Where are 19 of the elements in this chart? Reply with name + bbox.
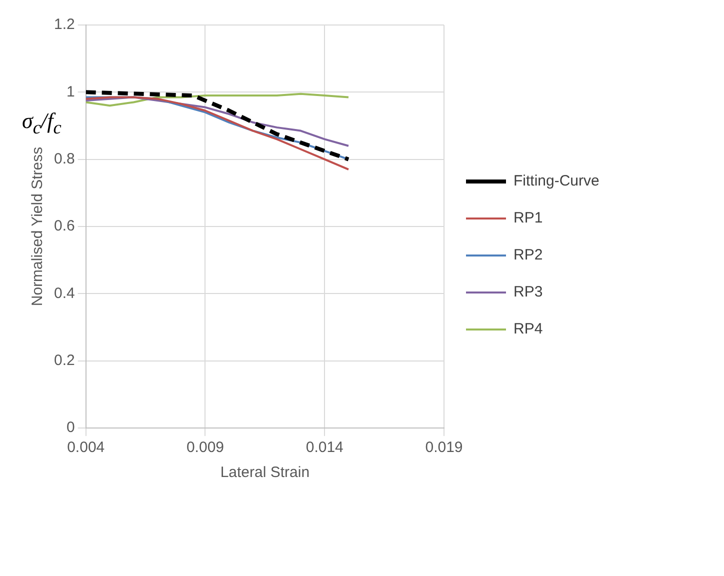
x-tick-label: 0.014 [306,439,344,456]
x-tick-label: 0.009 [186,439,224,456]
legend-label: RP1 [514,210,543,227]
legend-label: RP2 [514,246,543,264]
y-tick-label: 1.2 [54,16,75,34]
y-tick-label: 0.4 [54,284,75,302]
y-tick-label: 1 [66,83,75,100]
y-tick-label: 0.8 [54,150,75,168]
y-tick-label: 0.6 [54,218,75,235]
x-tick-label: 0.019 [425,439,463,456]
legend-label: RP4 [514,320,543,338]
legend-label: RP3 [514,284,543,301]
y-tick-label: 0 [66,419,75,436]
x-axis-title: Lateral Strain [220,464,310,482]
legend-label: Fitting-Curve [514,172,600,190]
y-axis-title: Normalised Yield Stress [29,146,46,306]
y-tick-label: 0.2 [54,352,75,369]
text: σ$_{c}$/f$_{c}$ [22,108,62,138]
x-tick-label: 0.004 [67,439,105,456]
